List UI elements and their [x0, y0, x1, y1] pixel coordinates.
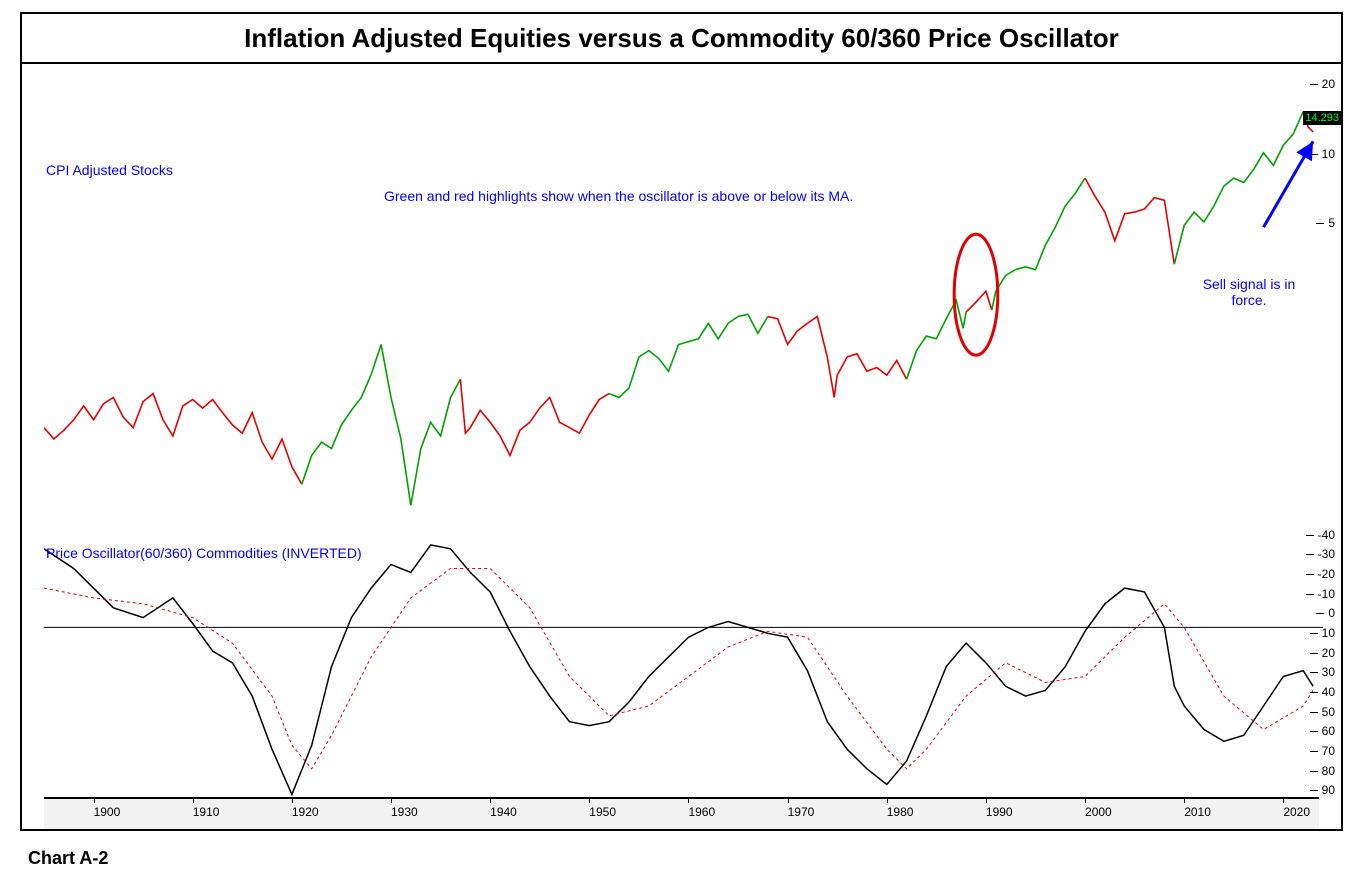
price-segment-green	[992, 178, 1085, 310]
chart-title: Inflation Adjusted Equities versus a Com…	[244, 23, 1119, 54]
x-tick: 2020	[1283, 799, 1310, 819]
price-segment-green	[907, 300, 967, 379]
x-tick: 1920	[292, 799, 319, 819]
x-tick: 1970	[788, 799, 815, 819]
oscillator-label: Price Oscillator(60/360) Commodities (IN…	[46, 545, 362, 561]
x-tick: 1900	[94, 799, 121, 819]
sell-signal-text: Sell signal is in force.	[1194, 276, 1304, 308]
x-tick: 1930	[391, 799, 418, 819]
highlight-explainer-text: Green and red highlights show when the o…	[384, 188, 853, 204]
x-axis: 1900 1910 1920 1930 1940 1950 1960 1970 1980 1990…	[44, 797, 1319, 829]
price-segment-red	[460, 379, 609, 455]
oscillator-panel-svg	[44, 539, 1323, 814]
x-tick: 1910	[193, 799, 220, 819]
x-axis-ticks: 1900 1910 1920 1930 1940 1950 1960 1970 1980 1990…	[44, 799, 1319, 829]
main-panel: CPI Adjusted Stocks Green and red highli…	[44, 76, 1299, 536]
chart-title-bar: Inflation Adjusted Equities versus a Com…	[22, 14, 1341, 64]
x-tick: 2010	[1184, 799, 1211, 819]
chart-caption: Chart A-2	[28, 848, 108, 869]
x-tick: 1940	[490, 799, 517, 819]
price-segment-red	[966, 291, 992, 312]
price-segment-red	[44, 394, 302, 485]
oscillator-line	[44, 545, 1313, 795]
x-tick: 1980	[887, 799, 914, 819]
red-highlight-ellipse	[954, 234, 998, 355]
cpi-adjusted-stocks-label: CPI Adjusted Stocks	[46, 162, 173, 178]
price-segment-red	[1303, 112, 1313, 132]
price-segment-red	[768, 317, 907, 398]
oscillator-ma-line	[44, 569, 1313, 769]
chart-page: { "title": "Inflation Adjusted Equities …	[0, 0, 1363, 881]
x-tick: 2000	[1085, 799, 1112, 819]
x-tick: 1960	[688, 799, 715, 819]
x-tick: 1990	[986, 799, 1013, 819]
main-panel-svg	[44, 76, 1323, 536]
price-segment-green	[609, 314, 768, 397]
price-segment-green	[1174, 112, 1303, 265]
blue-arrow	[1264, 141, 1314, 227]
price-segment-red	[1085, 178, 1174, 264]
price-segment-green	[302, 345, 461, 506]
chart-outer-frame: Inflation Adjusted Equities versus a Com…	[20, 12, 1343, 831]
oscillator-panel: Price Oscillator(60/360) Commodities (IN…	[44, 539, 1299, 814]
x-tick: 1950	[589, 799, 616, 819]
